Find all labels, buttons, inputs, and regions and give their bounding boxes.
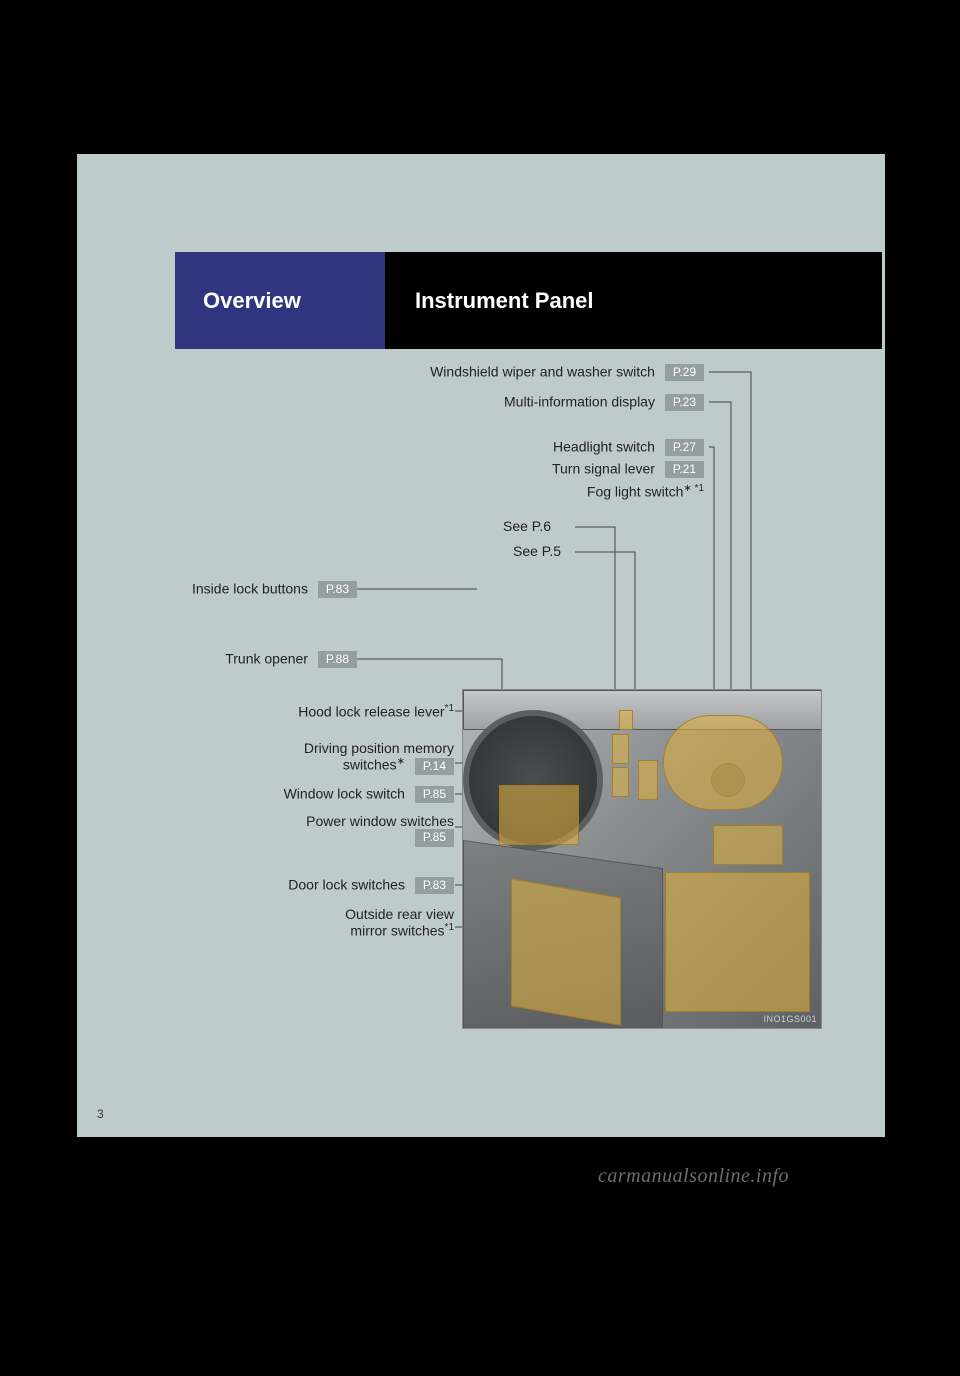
label-window-lock: Window lock switch P.85 [284,786,454,803]
label-see-p5: See P.5 [513,544,561,559]
overview-tab: Overview [175,252,385,349]
label-multi-info: Multi-information display P.23 [504,394,704,411]
inside-lock-text: Inside lock buttons [192,580,308,596]
diagram-highlight [511,878,621,1025]
label-see-p6: See P.6 [503,519,551,534]
windshield-wiper-text: Windshield wiper and washer switch [430,363,655,379]
see-p6-text: See P.6 [503,518,551,534]
diagram-highlight [612,734,629,764]
page-ref[interactable]: P.21 [665,461,704,478]
hood-release-sup: *1 [445,703,454,714]
diagram-credit: INO1GS001 [763,1014,817,1024]
page-number: 3 [97,1107,104,1121]
driving-memory-sup: ∗ [397,756,405,767]
page-ref[interactable]: P.29 [665,364,704,381]
diagram-highlight [499,785,579,845]
page-ref[interactable]: P.27 [665,439,704,456]
label-turn-signal: Turn signal lever P.21 [552,461,704,478]
page-ref[interactable]: P.83 [318,581,357,598]
outside-mirror-sup: *1 [445,922,454,933]
label-trunk-opener: Trunk opener P.88 [225,651,357,668]
label-outside-mirror: Outside rear view mirror switches*1 [345,907,454,939]
outside-mirror-l2: mirror switches [350,923,444,939]
page-ref[interactable]: P.14 [415,758,454,775]
driving-memory-l1: Driving position memory [304,740,454,756]
label-windshield-wiper: Windshield wiper and washer switch P.29 [430,364,704,381]
header-title: Instrument Panel [415,252,593,349]
label-headlight: Headlight switch P.27 [553,439,704,456]
power-window-l1: Power window switches [306,813,454,829]
fog-light-sup: ∗ *1 [683,483,704,494]
watermark: carmanualsonline.info [598,1165,942,1376]
diagram-highlight [612,767,629,797]
turn-signal-text: Turn signal lever [552,460,655,476]
instrument-diagram: INO1GS001 [462,689,822,1029]
overview-label: Overview [203,288,301,314]
label-inside-lock: Inside lock buttons P.83 [192,581,357,598]
diagram-highlight [619,710,633,730]
label-driving-memory: Driving position memory switches∗ P.14 [304,741,454,775]
page-ref[interactable]: P.85 [415,829,454,846]
fog-light-text: Fog light switch [587,484,683,500]
window-lock-text: Window lock switch [284,785,405,801]
page-ref[interactable]: P.88 [318,651,357,668]
headlight-text: Headlight switch [553,438,655,454]
outside-mirror-l1: Outside rear view [345,906,454,922]
label-fog-light: Fog light switch∗ *1 [587,483,704,500]
content-area: Windshield wiper and washer switch P.29 … [175,349,882,1229]
page-ref[interactable]: P.85 [415,786,454,803]
header-bar: Overview Instrument Panel [175,252,882,349]
diagram-highlight [665,872,810,1012]
manual-page: Overview Instrument Panel [77,154,885,1137]
diagram-highlight [663,715,783,810]
trunk-opener-text: Trunk opener [225,650,308,666]
see-p5-text: See P.5 [513,543,561,559]
page-ref[interactable]: P.23 [665,394,704,411]
multi-info-text: Multi-information display [504,393,655,409]
hood-release-text: Hood lock release lever [298,704,444,720]
label-hood-release: Hood lock release lever*1 [298,703,454,720]
label-door-lock: Door lock switches P.83 [288,877,454,894]
door-lock-text: Door lock switches [288,876,405,892]
page-ref[interactable]: P.83 [415,877,454,894]
diagram-highlight [713,825,783,865]
header-title-text: Instrument Panel [415,288,593,314]
diagram-highlight [638,760,658,800]
driving-memory-l2: switches [343,757,397,773]
label-power-window: Power window switches P.85 [306,814,454,847]
